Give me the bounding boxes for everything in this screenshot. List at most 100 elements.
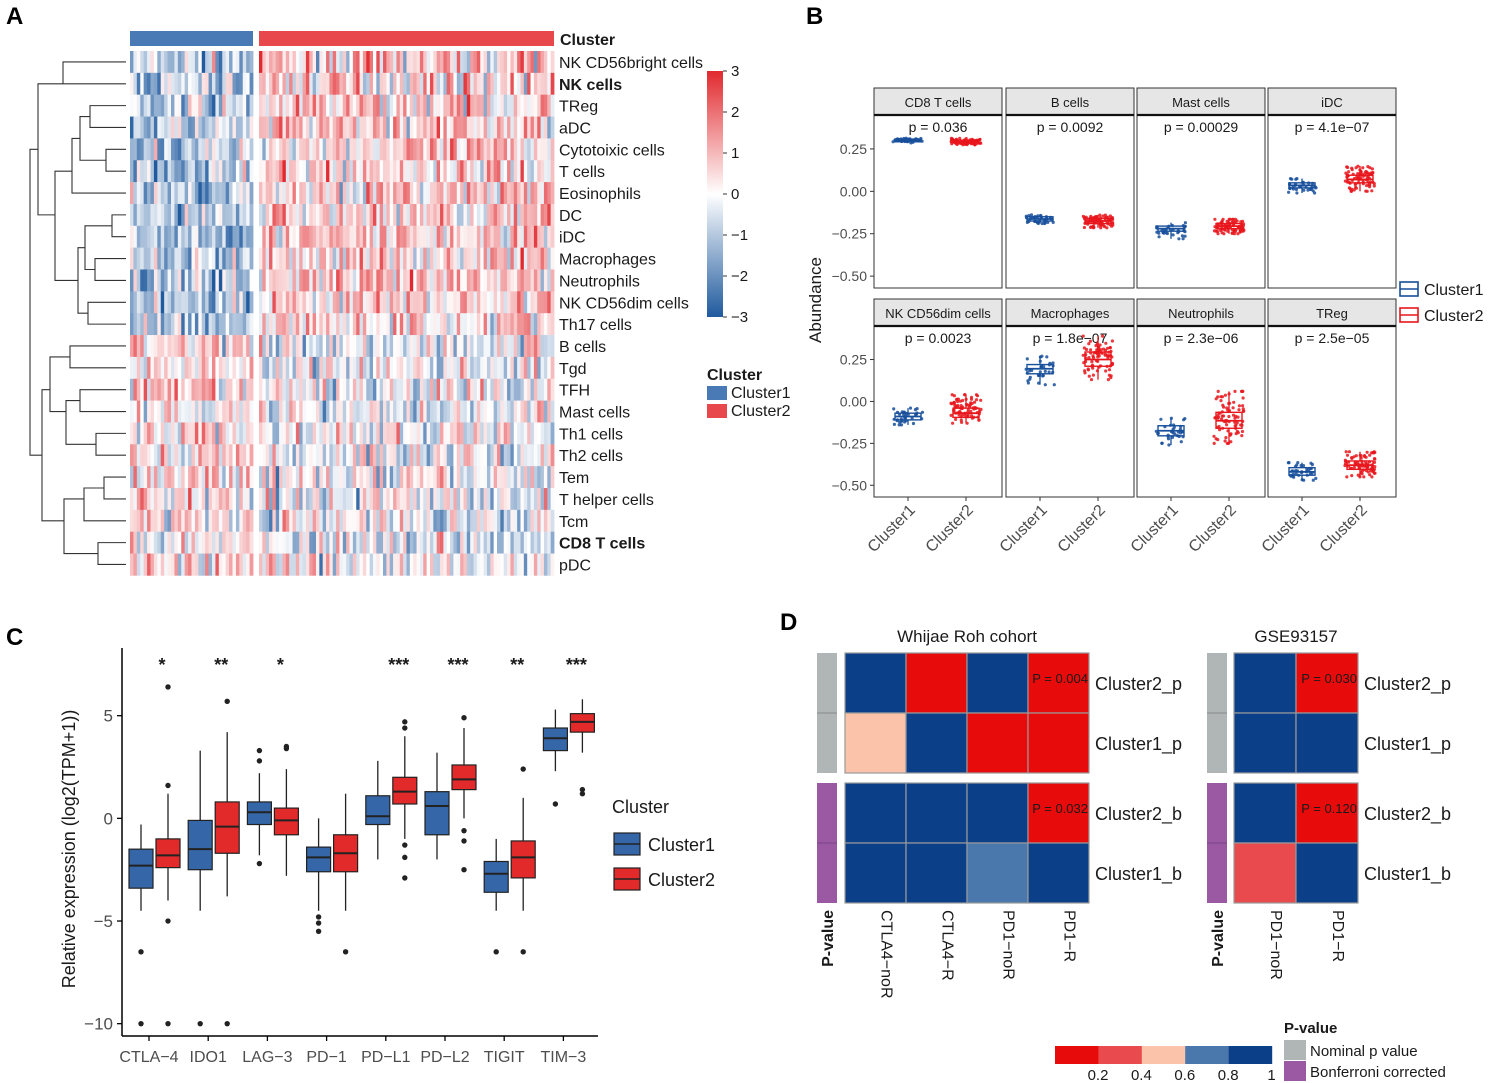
heatmap-cell (386, 313, 391, 336)
heatmap-cell (315, 335, 320, 358)
heatmap-cell (537, 51, 541, 74)
heatmap-cell (265, 356, 270, 380)
heatmap-cell (269, 291, 273, 314)
heatmap-cell (140, 116, 145, 139)
heatmap-cell (167, 116, 172, 139)
heatmap-cell (393, 422, 397, 445)
heatmap-cell (346, 182, 350, 205)
heatmap-cell (359, 203, 364, 227)
heatmap-cell (443, 378, 448, 401)
heatmap-cell (201, 291, 206, 314)
heatmap-cell (262, 488, 267, 511)
heatmap-cell (212, 335, 216, 358)
heatmap-cell (413, 203, 417, 227)
heatmap-cell (265, 72, 270, 95)
heatmap-cell (486, 444, 491, 467)
heatmap-cell (342, 444, 347, 467)
row-label: TFH (559, 383, 590, 400)
heatmap-cell (429, 400, 434, 423)
heatmap-cell (497, 356, 501, 380)
x-tick-label: CTLA−4 (119, 1049, 178, 1066)
heatmap-cell (372, 553, 377, 576)
heatmap-cell (493, 335, 498, 358)
heatmap-cell (222, 400, 227, 423)
heatmap-cell (191, 269, 196, 292)
jitter-point (1373, 457, 1377, 461)
heatmap-cell (285, 378, 290, 401)
heatmap-cell (229, 269, 233, 292)
x-tick-label: PD−L1 (361, 1049, 410, 1066)
heatmap-cell (376, 531, 381, 554)
heatmap-cell (463, 531, 468, 554)
heatmap-cell (215, 138, 220, 161)
heatmap-cell (366, 509, 371, 532)
heatmap-cell (160, 466, 165, 489)
heatmap-cell (249, 51, 254, 74)
heatmap-cell (473, 509, 478, 532)
heatmap-cell (153, 335, 158, 358)
heatmap-cell (527, 313, 531, 336)
heatmap-cell (389, 335, 394, 358)
heatmap-cell (191, 203, 196, 227)
jitter-point (1171, 233, 1175, 237)
jitter-point (1025, 357, 1029, 361)
heatmap-cell (426, 466, 431, 489)
heatmap-cell (194, 160, 199, 183)
heatmap-cell (356, 422, 360, 445)
heatmap-cell (540, 138, 545, 161)
d-row-label: Cluster1_p (1095, 734, 1182, 755)
heatmap-cell (523, 444, 528, 467)
heatmap-cell (550, 488, 555, 511)
heatmap-cell (272, 509, 277, 532)
heatmap-cell (218, 203, 223, 227)
heatmap-cell (517, 509, 521, 532)
heatmap-cell (483, 72, 488, 95)
box-cluster1 (187, 750, 213, 1027)
heatmap-cell (312, 335, 317, 358)
heatmap-cell (167, 444, 172, 467)
heatmap-cell (164, 182, 168, 205)
heatmap-cell (446, 444, 451, 467)
annotation-title: Cluster (560, 32, 615, 49)
facet-strip (873, 298, 1003, 327)
heatmap-row (130, 116, 555, 139)
heatmap-cell (289, 335, 293, 358)
heatmap-cell (130, 291, 134, 314)
heatmap-cell (537, 444, 541, 467)
heatmap-cell (366, 531, 371, 554)
heatmap-cell (540, 94, 545, 117)
heatmap-cell (167, 160, 172, 183)
heatmap-cell (302, 488, 307, 511)
heatmap-cell (413, 72, 417, 95)
heatmap-cell (194, 422, 199, 445)
box-cluster2 (569, 699, 596, 797)
heatmap-cell (372, 444, 377, 467)
heatmap-cell (153, 182, 158, 205)
heatmap-cell (232, 313, 237, 336)
heatmap-cell (239, 466, 244, 489)
heatmap-cell (279, 291, 283, 314)
heatmap-cell (262, 94, 267, 117)
y-tick-label: 0 (104, 809, 113, 828)
outlier-point (520, 766, 526, 772)
heatmap-cell (520, 138, 525, 161)
d-column-label: CTLA4−R (939, 910, 956, 981)
heatmap-cell (235, 444, 240, 467)
heatmap-cell (436, 182, 441, 205)
heatmap-cell (302, 94, 307, 117)
heatmap-cell (222, 291, 227, 314)
heatmap-cell (530, 335, 535, 358)
heatmap-cell (295, 378, 300, 401)
heatmap-cell (446, 225, 451, 248)
heatmap-cell (433, 160, 438, 183)
heatmap-cell (275, 444, 280, 467)
heatmap-cell (433, 247, 438, 270)
jitter-point (1362, 475, 1366, 479)
heatmap-cell (150, 488, 155, 511)
jitter-point (1087, 356, 1091, 360)
heatmap-cell (235, 509, 240, 532)
heatmap-cell (312, 422, 317, 445)
heatmap-cell (143, 509, 148, 532)
